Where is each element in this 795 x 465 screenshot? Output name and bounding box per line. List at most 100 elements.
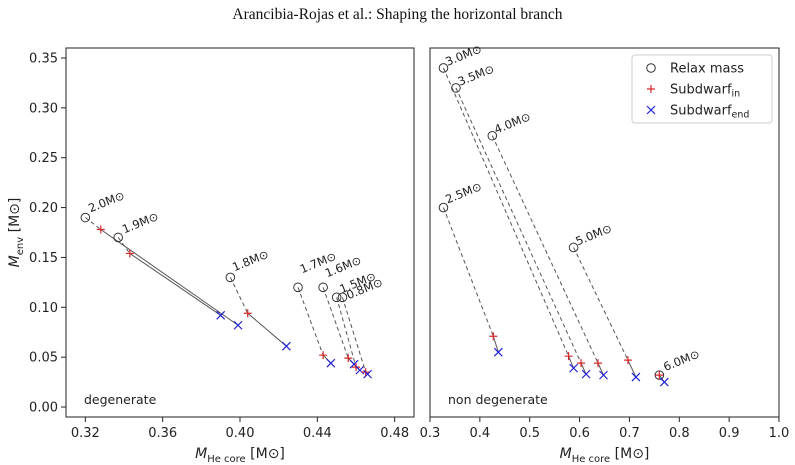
regime-label: degenerate xyxy=(84,392,157,407)
mass-label: 3.0M⊙ xyxy=(443,42,483,69)
relax-mass-marker xyxy=(487,130,498,141)
legend-label: Relax mass xyxy=(670,62,744,77)
relax-to-in-dashed-line xyxy=(442,207,494,337)
subdwarf-end-marker xyxy=(493,347,503,357)
x-tick-label: 0.9 xyxy=(719,426,740,441)
subdwarf-in-marker xyxy=(577,359,586,368)
x-axis-label: MHe core [M⊙] xyxy=(560,446,650,465)
relax-mass-marker xyxy=(225,272,236,283)
subdwarf-end-marker xyxy=(233,320,243,330)
relax-mass-marker xyxy=(438,202,449,213)
x-tick-label: 0.4 xyxy=(470,426,491,441)
subdwarf-end-marker xyxy=(216,310,226,320)
mass-label: 1.8M⊙ xyxy=(230,247,270,274)
regime-label: non degenerate xyxy=(448,392,548,407)
subdwarf-in-marker xyxy=(352,363,360,372)
mass-label: 5.0M⊙ xyxy=(573,221,613,248)
legend-label: Subdwarfin xyxy=(670,83,740,100)
relax-to-in-dashed-line xyxy=(341,297,367,373)
y-tick-label: 0.15 xyxy=(29,251,58,266)
y-tick-label: 0.30 xyxy=(29,101,58,116)
relax-mass-marker xyxy=(318,282,328,293)
in-to-end-solid-line xyxy=(580,362,587,375)
y-tick-label: 0.10 xyxy=(29,301,58,316)
in-to-end-solid-line xyxy=(627,359,637,378)
legend-relax-marker xyxy=(646,63,656,73)
x-tick-label: 0.32 xyxy=(71,426,100,441)
subdwarf-end-marker xyxy=(281,341,291,351)
subdwarf-in-marker xyxy=(344,354,353,363)
subdwarf-in-marker xyxy=(319,351,328,360)
x-axis-label: MHe core [M⊙] xyxy=(195,446,285,465)
legend-in-marker xyxy=(647,85,655,93)
mass-label: 3.5M⊙ xyxy=(456,62,496,89)
left-panel: 0.32 0.36 0.40 0.44 0.48 0.00 0.05 0.10 0.15 0.20… xyxy=(7,47,415,465)
x-tick-label: 0.44 xyxy=(303,426,332,441)
x-tick-label: 0.7 xyxy=(619,426,640,441)
x-tick-label: 0.3 xyxy=(420,426,441,441)
relax-mass-marker xyxy=(293,282,303,293)
relax-mass-marker xyxy=(451,83,461,93)
in-to-end-solid-line xyxy=(247,312,287,347)
subdwarf-end-marker xyxy=(569,363,579,373)
plot-frame xyxy=(65,47,415,418)
plot-frame xyxy=(429,47,780,418)
legend-label: Subdwarfend xyxy=(670,104,749,121)
x-tick-label: 0.8 xyxy=(669,426,690,441)
y-tick-label: 0.00 xyxy=(29,401,58,416)
subdwarf-in-marker xyxy=(564,352,573,361)
subdwarf-end-marker xyxy=(326,358,336,368)
x-tick-label: 0.36 xyxy=(148,426,177,441)
relax-to-in-dashed-line xyxy=(491,135,599,364)
relax-to-in-dashed-line xyxy=(117,237,131,254)
x-tick-label: 1.0 xyxy=(769,426,790,441)
subdwarf-in-marker xyxy=(243,309,252,318)
legend: Relax mass Subdwarfin Subdwarfend xyxy=(631,54,773,124)
subdwarf-in-marker xyxy=(623,356,632,365)
relax-to-in-dashed-line xyxy=(443,67,570,357)
subdwarf-end-marker xyxy=(631,372,641,382)
subdwarf-end-marker xyxy=(599,370,608,380)
x-tick-label: 0.5 xyxy=(519,426,540,441)
mass-label: 1.9M⊙ xyxy=(120,209,160,236)
relax-to-in-dashed-line xyxy=(229,277,249,314)
relax-to-in-dashed-line xyxy=(573,247,629,361)
in-to-end-solid-line xyxy=(129,253,221,316)
relax-to-in-dashed-line xyxy=(322,287,349,359)
subdwarf-in-marker xyxy=(96,225,105,234)
y-axis-label: Menv [M⊙] xyxy=(7,198,26,268)
subdwarf-in-marker xyxy=(489,332,498,341)
mass-label: 6.0M⊙ xyxy=(661,347,701,374)
relax-mass-marker xyxy=(331,292,342,303)
relax-mass-marker xyxy=(438,63,449,73)
y-tick-label: 0.20 xyxy=(29,201,58,216)
in-to-end-solid-line xyxy=(597,362,604,376)
y-tick-label: 0.25 xyxy=(29,151,58,166)
in-to-end-solid-line xyxy=(100,229,239,326)
subdwarf-in-marker xyxy=(655,371,664,380)
x-tick-label: 0.40 xyxy=(226,426,255,441)
x-tick-label: 0.48 xyxy=(380,426,409,441)
x-tick-label: 0.6 xyxy=(569,426,590,441)
relax-mass-marker xyxy=(337,292,348,303)
in-to-end-solid-line xyxy=(568,355,575,369)
legend-box xyxy=(631,54,773,124)
subdwarf-end-marker xyxy=(659,377,669,387)
relax-to-in-dashed-line xyxy=(85,217,102,230)
in-to-end-solid-line xyxy=(492,336,499,353)
subdwarf-end-marker xyxy=(355,365,365,375)
relax-mass-marker xyxy=(568,242,579,253)
running-title: Arancibia-Rojas et al.: Shaping the hori… xyxy=(232,6,563,23)
relax-mass-marker xyxy=(654,370,665,380)
mass-label: 4.0M⊙ xyxy=(492,109,532,136)
relax-mass-marker xyxy=(113,232,123,243)
legend-end-marker xyxy=(646,105,656,115)
subdwarf-in-marker xyxy=(125,249,134,258)
subdwarf-end-marker xyxy=(363,369,373,379)
relax-to-in-dashed-line xyxy=(336,297,357,368)
subdwarf-in-marker xyxy=(594,359,603,368)
y-tick-label: 0.35 xyxy=(29,51,58,66)
y-tick-label: 0.05 xyxy=(29,351,58,366)
relax-mass-marker xyxy=(80,212,91,223)
